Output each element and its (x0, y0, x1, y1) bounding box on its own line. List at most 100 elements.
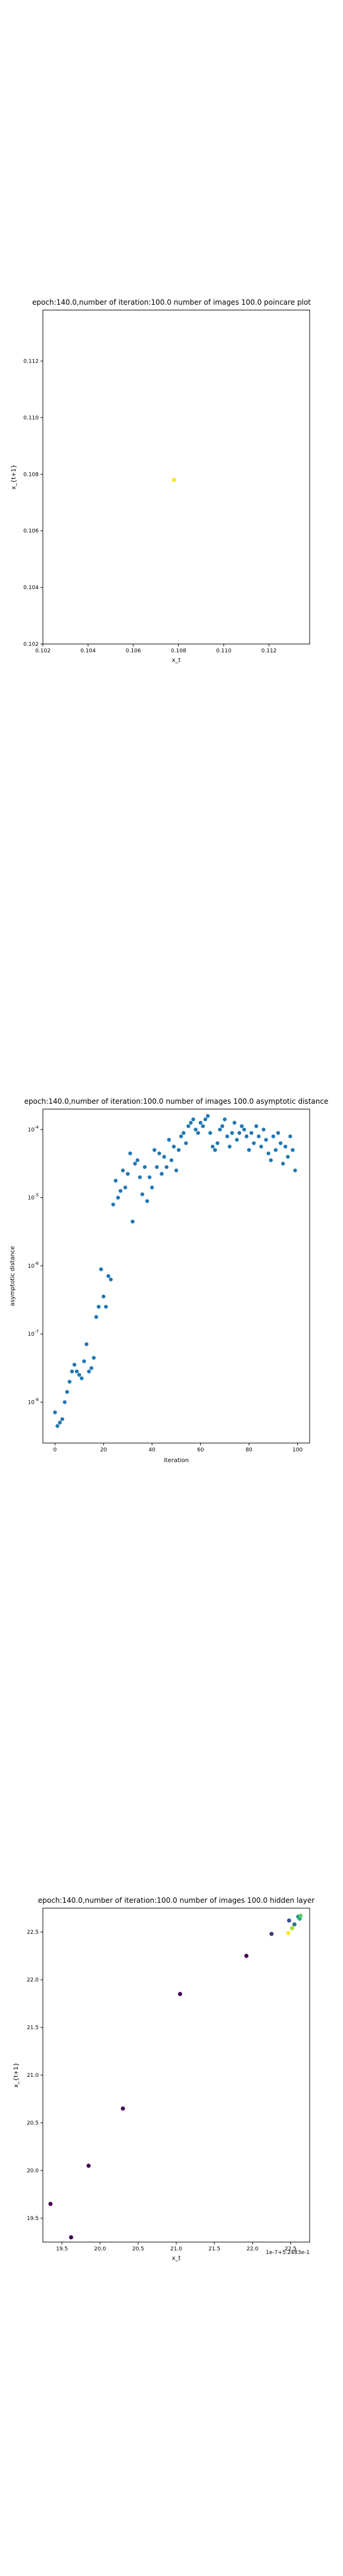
data-point (283, 1144, 288, 1149)
data-point (247, 1148, 251, 1152)
poincare-chart: epoch:140.0,number of iteration:100.0 nu… (11, 298, 311, 664)
data-point (288, 1134, 292, 1138)
x-ticks: 0 20 40 60 80 100 (53, 1443, 303, 1453)
data-point (184, 1141, 188, 1145)
data-point (205, 1114, 210, 1118)
y-tick-label: 10-8 (28, 1397, 39, 1405)
x-axis-label: iteration (164, 1457, 189, 1464)
data-point (119, 1188, 123, 1193)
x-tick-label: 40 (149, 1447, 156, 1453)
data-point (89, 1366, 93, 1370)
data-point (160, 1172, 164, 1176)
data-point (254, 1124, 258, 1128)
y-tick-label: 10-4 (28, 1125, 39, 1133)
data-point (201, 1124, 205, 1128)
data-point (271, 1134, 276, 1138)
x-tick-label: 100 (292, 1447, 303, 1453)
data-point (142, 1165, 147, 1169)
x-tick-label: 20.5 (132, 2246, 144, 2252)
data-point (257, 1134, 261, 1138)
y-tick-label: 21.0 (27, 2073, 39, 2079)
y-tick-label: 21.5 (27, 2025, 39, 2031)
data-point (99, 1267, 103, 1271)
y-tick-label: 22.5 (27, 1930, 39, 1936)
data-point (298, 1914, 303, 1918)
data-point (68, 2235, 73, 2240)
data-point (155, 1165, 159, 1169)
data-point (48, 2202, 53, 2206)
x-tick-label: 21.5 (208, 2246, 220, 2252)
data-point (58, 1420, 62, 1425)
data-point (126, 1172, 130, 1176)
asymptotic-distance-chart: epoch:140.0,number of iteration:100.0 nu… (10, 1097, 329, 1464)
data-point (237, 1131, 242, 1135)
x-offset-text: 1e-7+5.2483e-1 (266, 2250, 310, 2256)
data-point (269, 1158, 273, 1162)
data-point (273, 1148, 278, 1152)
data-point (281, 1162, 285, 1166)
y-tick-label: 20.5 (27, 2120, 39, 2126)
data-point (67, 1379, 72, 1384)
data-point (191, 1117, 195, 1122)
x-axis-label: x_t (172, 657, 181, 664)
x-tick-label: 0.102 (35, 648, 51, 654)
data-point (77, 1373, 82, 1377)
data-point (269, 1931, 274, 1936)
y-tick-label: 0.108 (23, 472, 39, 478)
y-ticks: 19.5 20.0 20.5 21.0 21.5 22.0 22.5 (27, 1930, 43, 2222)
data-point (291, 1148, 295, 1152)
data-point (96, 1305, 101, 1309)
data-point (94, 1315, 98, 1319)
x-tick-label: 21.0 (170, 2246, 182, 2252)
hidden-layer-chart: epoch:140.0,number of iteration:100.0 nu… (13, 1896, 314, 2262)
y-tick-label: 0.104 (23, 585, 39, 591)
y-tick-label: 22.0 (27, 1977, 39, 1983)
data-point (63, 1400, 67, 1404)
y-tick-exponent: -4 (35, 1125, 39, 1129)
chart-title: epoch:140.0,number of iteration:100.0 nu… (32, 298, 311, 306)
y-ticks: 0.102 0.104 0.106 0.108 0.110 0.112 (23, 358, 43, 648)
y-axis-label: x_{t+1} (13, 2063, 20, 2088)
x-tick-label: 22.0 (247, 2246, 258, 2252)
data-point (286, 1154, 290, 1159)
data-point (259, 1144, 263, 1149)
data-point (87, 1369, 91, 1374)
data-point (276, 1131, 280, 1135)
data-point (194, 1128, 198, 1132)
data-point (140, 1192, 145, 1197)
data-point (53, 1410, 57, 1414)
x-tick-label: 22.5 (285, 2246, 297, 2252)
data-point (92, 1355, 96, 1360)
data-point (218, 1128, 222, 1132)
y-ticks: 10-8 10-7 10-6 10-5 10-4 (28, 1125, 43, 1405)
data-point (148, 1175, 152, 1179)
data-point (189, 1120, 193, 1125)
data-point (286, 1931, 291, 1936)
chart-title: epoch:140.0,number of iteration:100.0 nu… (24, 1097, 329, 1106)
x-tick-label: 80 (245, 1447, 252, 1453)
data-point (130, 1219, 135, 1224)
data-point (235, 1138, 239, 1142)
data-point (108, 1277, 113, 1281)
data-point (239, 1124, 244, 1128)
x-tick-label: 0.108 (171, 648, 186, 654)
data-point (162, 1154, 166, 1159)
x-ticks: 0.102 0.104 0.106 0.108 0.110 0.112 (35, 644, 277, 654)
data-point (252, 1141, 256, 1145)
data-point (123, 1185, 127, 1190)
chart-title: epoch:140.0,number of iteration:100.0 nu… (38, 1896, 314, 1905)
data-point (133, 1162, 137, 1166)
data-point (242, 1128, 247, 1132)
y-tick-label: 0.112 (23, 358, 39, 364)
data-point (101, 1295, 106, 1299)
data-point (152, 1148, 157, 1152)
data-point (290, 1926, 295, 1931)
data-point (172, 478, 176, 482)
data-point (198, 1120, 202, 1125)
data-point (210, 1144, 215, 1149)
data-point (230, 1131, 234, 1135)
y-axis-label: asymptotic distance (10, 1246, 16, 1306)
x-tick-label: 19.5 (56, 2246, 68, 2252)
data-point (264, 1138, 268, 1142)
data-point (111, 1202, 116, 1207)
